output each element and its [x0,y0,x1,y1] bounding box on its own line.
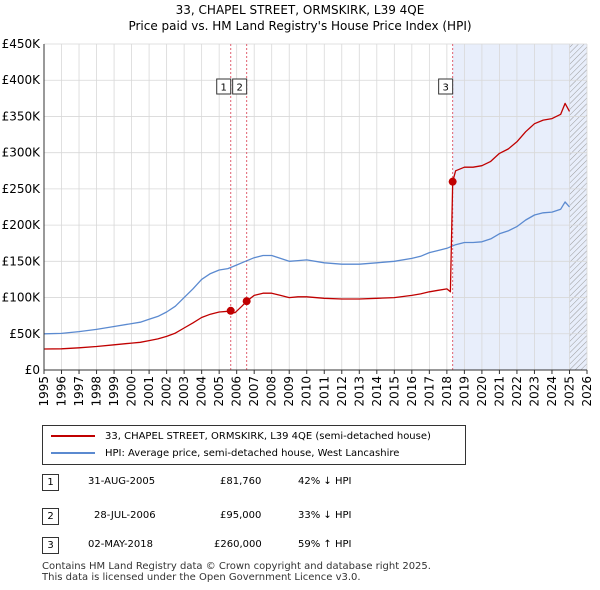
x-tick-label: 2012 [335,376,349,407]
x-tick-label: 2010 [300,376,314,407]
x-tick-label: 1996 [55,376,69,407]
y-tick-label: £250K [2,182,42,196]
attribution-line-1: Contains HM Land Registry data © Crown c… [42,561,431,572]
x-tick-label: 2001 [142,376,156,407]
x-tick-label: 2021 [492,376,506,407]
x-tick-label: 1998 [90,376,104,407]
x-tick-label: 2007 [247,376,261,407]
transaction-hpi-delta: 33% ↓ HPI [298,510,352,521]
x-tick-label: 2026 [580,376,594,407]
sale-point [242,297,251,306]
y-tick-label: £350K [2,109,42,123]
y-tick-label: £150K [2,254,42,268]
transaction-number-badge: 3 [42,537,59,554]
sale-point [448,177,457,186]
post-sale-shaded-region [452,44,587,370]
transaction-price: £81,760 [220,476,262,487]
sale-number-box [232,78,248,95]
sale-number-box [438,78,454,95]
legend-item-price: 33, CHAPEL STREET, ORMSKIRK, L39 4QE (se… [51,428,431,444]
y-tick-label: £300K [2,146,42,160]
transaction-date: 28-JUL-2006 [94,510,156,521]
x-tick-label: 2023 [527,376,541,407]
x-tick-label: 2003 [177,376,191,407]
sale-number-box [216,78,232,95]
sale-number-label: 3 [442,83,448,94]
x-tick-label: 2004 [195,376,209,407]
hpi-line [43,201,570,335]
x-tick-label: 2016 [405,376,419,407]
x-tick-label: 2024 [545,376,559,407]
x-tick-label: 2011 [317,376,331,407]
transaction-hpi-delta: 59% ↑ HPI [298,539,352,550]
sale-point [226,306,235,315]
x-tick-label: 2002 [160,376,174,407]
transaction-price: £260,000 [214,539,262,550]
legend-label-hpi: HPI: Average price, semi-detached house,… [105,447,400,459]
attribution-footer: Contains HM Land Registry data © Crown c… [42,561,431,583]
price-paid-line [43,102,571,350]
y-tick-label: £400K [2,73,42,87]
legend-swatch-price [51,435,95,437]
transaction-date: 02-MAY-2018 [88,539,154,550]
transaction-price: £95,000 [220,510,262,521]
attribution-line-2: This data is licensed under the Open Gov… [42,572,361,583]
legend-item-hpi: HPI: Average price, semi-detached house,… [51,445,399,461]
x-tick-label: 2015 [387,376,401,407]
x-tick-label: 2025 [562,376,576,407]
x-tick-label: 1995 [37,376,51,407]
chart-title: 33, CHAPEL STREET, ORMSKIRK, L39 4QE [175,3,425,17]
x-tick-label: 2000 [125,376,139,407]
x-tick-label: 2008 [265,376,279,407]
chart-subtitle: Price paid vs. HM Land Registry's House … [128,19,472,33]
sale-number-label: 1 [221,83,227,94]
sale-number-label: 2 [236,83,242,94]
x-tick-label: 2019 [457,376,471,407]
x-tick-label: 2020 [475,376,489,407]
x-tick-label: 2017 [422,376,436,407]
x-tick-label: 2013 [352,376,366,407]
y-tick-label: £50K [9,327,41,341]
x-tick-label: 2005 [212,376,226,407]
x-tick-label: 2006 [230,376,244,407]
transaction-date: 31-AUG-2005 [88,476,156,487]
x-tick-label: 2022 [510,376,524,407]
forecast-hatched-region [569,44,587,370]
x-tick-label: 1997 [72,376,86,407]
transaction-number-badge: 2 [42,508,59,525]
y-tick-label: £0 [25,363,40,377]
price-chart: 1 2 3 £0 £50K £100K £150K £200K £250K £300K £350K £… [2,37,594,407]
x-tick-label: 1999 [107,376,121,407]
transaction-hpi-delta: 42% ↓ HPI [298,476,352,487]
legend-label-price: 33, CHAPEL STREET, ORMSKIRK, L39 4QE (se… [105,430,431,442]
y-tick-label: £450K [2,37,42,51]
chart-legend: 33, CHAPEL STREET, ORMSKIRK, L39 4QE (se… [42,425,466,465]
y-tick-label: £200K [2,218,42,232]
transaction-number-badge: 1 [42,474,59,491]
y-tick-label: £100K [2,291,42,305]
legend-swatch-hpi [51,452,95,454]
x-tick-label: 2018 [440,376,454,407]
x-tick-label: 2009 [282,376,296,407]
x-tick-label: 2014 [370,376,384,407]
